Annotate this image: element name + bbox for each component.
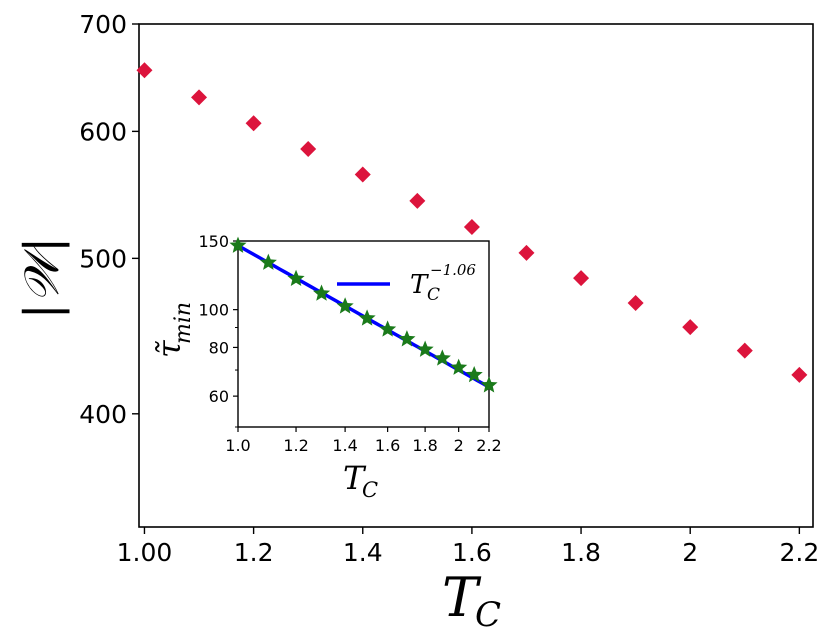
inset-y-axis-ticks: 60 80 100 150 bbox=[198, 232, 238, 428]
svg-text:C: C bbox=[362, 478, 378, 502]
inset-x-tick-label: 1.0 bbox=[225, 436, 250, 455]
inset-legend: T C −1.06 bbox=[337, 261, 476, 305]
main-data-point bbox=[136, 62, 153, 79]
svg-text:T: T bbox=[343, 459, 367, 497]
main-data-points bbox=[136, 62, 808, 383]
main-y-axis-label: |𝒲| bbox=[14, 237, 70, 320]
inset-x-tick-label: 1.4 bbox=[332, 436, 357, 455]
main-data-point bbox=[409, 192, 426, 209]
main-x-tick-label: 1.2 bbox=[234, 538, 274, 567]
inset-data-points bbox=[229, 236, 498, 393]
inset-data-point bbox=[358, 309, 376, 326]
inset-data-point bbox=[379, 320, 397, 337]
main-y-axis-ticks: 400 500 600 700 bbox=[79, 10, 139, 429]
inset-data-point bbox=[287, 269, 305, 287]
main-x-tick-label: 2 bbox=[682, 538, 698, 567]
main-data-point bbox=[518, 244, 535, 261]
main-x-tick-label: 1.8 bbox=[561, 538, 601, 567]
main-plot-frame bbox=[138, 23, 814, 528]
main-data-point bbox=[573, 270, 590, 287]
main-data-point bbox=[736, 342, 753, 359]
main-x-axis-label: T C bbox=[442, 566, 501, 635]
inset-data-point bbox=[312, 284, 331, 301]
main-data-point bbox=[354, 166, 371, 183]
inset-y-tick-label: 80 bbox=[209, 338, 229, 357]
main-y-tick-label: 700 bbox=[79, 10, 127, 39]
inset-y-tick-label: 100 bbox=[198, 301, 229, 320]
svg-text:τ̃: τ̃ bbox=[150, 339, 188, 358]
main-x-tick-label: 1.00 bbox=[117, 538, 173, 567]
inset-plot: 1.0 1.2 1.4 1.6 1.8 2 2.2 60 80 100 150 T C −1.06… bbox=[150, 232, 502, 502]
main-x-tick-label: 1.4 bbox=[343, 538, 383, 567]
svg-text:T: T bbox=[442, 566, 482, 629]
main-plot: 1.00 1.2 1.4 1.6 1.8 2 2.2 400 500 600 700 |𝒲| T … bbox=[14, 10, 819, 635]
inset-x-tick-label: 1.2 bbox=[283, 436, 308, 455]
svg-text:C: C bbox=[427, 285, 440, 305]
inset-x-axis-label: T C bbox=[343, 459, 378, 502]
main-data-point bbox=[627, 294, 644, 311]
inset-x-tick-label: 2.2 bbox=[476, 436, 501, 455]
main-x-axis-ticks: 1.00 1.2 1.4 1.6 1.8 2 2.2 bbox=[117, 527, 819, 567]
inset-y-axis-label: τ̃ min bbox=[150, 302, 196, 358]
inset-background bbox=[238, 241, 489, 427]
inset-data-point bbox=[433, 349, 451, 366]
svg-text:C: C bbox=[475, 595, 501, 635]
main-data-point bbox=[245, 115, 262, 132]
inset-y-tick-label: 150 bbox=[198, 232, 229, 251]
main-data-point bbox=[791, 366, 808, 383]
main-y-tick-label: 600 bbox=[79, 117, 127, 146]
svg-text:min: min bbox=[171, 302, 196, 344]
inset-data-point bbox=[480, 376, 498, 393]
main-x-tick-label: 1.6 bbox=[452, 538, 492, 567]
svg-text:T: T bbox=[410, 270, 429, 300]
inset-data-point bbox=[398, 330, 416, 347]
inset-x-tick-label: 1.6 bbox=[375, 436, 400, 455]
svg-text:−1.06: −1.06 bbox=[430, 261, 476, 279]
main-data-point bbox=[191, 89, 208, 106]
inset-data-point bbox=[259, 253, 277, 270]
inset-data-point bbox=[229, 236, 247, 253]
inset-y-tick-label: 60 bbox=[209, 387, 229, 406]
main-data-point bbox=[682, 319, 699, 336]
main-y-tick-label: 400 bbox=[79, 400, 127, 429]
inset-x-axis-ticks: 1.0 1.2 1.4 1.6 1.8 2 2.2 bbox=[225, 427, 502, 455]
inset-plot-frame bbox=[237, 240, 490, 428]
main-data-point bbox=[300, 141, 317, 158]
inset-data-point bbox=[336, 297, 354, 314]
inset-data-point bbox=[416, 340, 434, 357]
inset-data-point bbox=[450, 358, 468, 375]
main-data-point bbox=[463, 219, 480, 236]
main-y-tick-label: 500 bbox=[79, 244, 127, 273]
inset-data-point bbox=[465, 365, 483, 383]
main-x-tick-label: 2.2 bbox=[779, 538, 819, 567]
inset-x-tick-label: 1.8 bbox=[412, 436, 437, 455]
inset-x-tick-label: 2 bbox=[454, 436, 464, 455]
